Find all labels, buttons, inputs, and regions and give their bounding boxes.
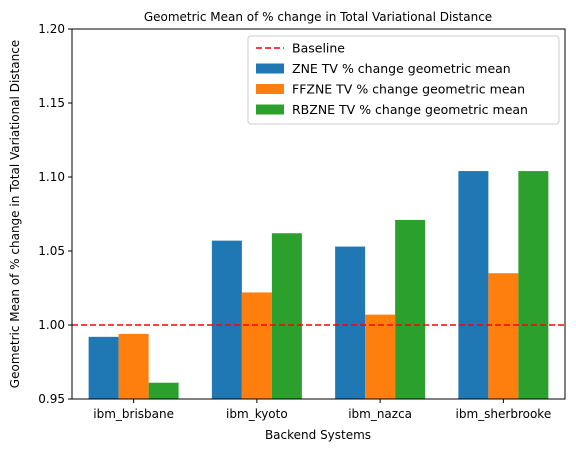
bars-group	[88, 171, 549, 399]
x-tick-label: ibm_brisbane	[93, 407, 174, 421]
legend: Baseline ZNE TV % change geometric mean FF…	[247, 35, 560, 125]
chart-title: Geometric Mean of % change in Total Vari…	[144, 10, 492, 24]
legend-swatch	[256, 104, 284, 115]
bar-ibm_brisbane-series-1	[88, 336, 119, 399]
bar-ibm_kyoto-series-2	[241, 292, 272, 399]
y-tick-label: 1.00	[38, 318, 65, 332]
y-axis-label: Geometric Mean of % change in Total Vari…	[8, 40, 22, 388]
y-tick-label: 1.05	[38, 244, 65, 258]
bar-ibm_sherbrooke-series-2	[488, 273, 519, 399]
legend-swatch	[256, 63, 284, 74]
legend-box	[247, 35, 560, 125]
y-tick-label: 1.15	[38, 96, 65, 110]
x-tick-label: ibm_sherbrooke	[456, 407, 552, 421]
x-tick-label: ibm_kyoto	[226, 407, 288, 421]
bar-ibm_kyoto-series-1	[211, 240, 242, 399]
bar-ibm_nazca-series-3	[395, 219, 426, 399]
bar-ibm_sherbrooke-series-3	[518, 171, 549, 399]
legend-label: Baseline	[292, 41, 345, 56]
y-tick-label: 1.10	[38, 170, 65, 184]
y-tick-label: 1.20	[38, 22, 65, 36]
bar-ibm_sherbrooke-series-1	[458, 171, 489, 399]
x-tick-label: ibm_nazca	[348, 407, 412, 421]
plot-area-frame	[71, 28, 566, 400]
legend-swatch	[256, 84, 284, 94]
x-axis: ibm_brisbane ibm_kyoto ibm_nazca ibm_sherbr…	[93, 399, 551, 421]
y-tick-label: 0.95	[38, 392, 65, 406]
y-axis: 0.95 1.00 1.05 1.10 1.15 1.20	[38, 22, 72, 406]
bar-ibm_kyoto-series-3	[271, 233, 302, 399]
x-axis-label: Backend Systems	[265, 428, 371, 442]
bar-ibm_nazca-series-1	[335, 246, 366, 399]
legend-label: ZNE TV % change geometric mean	[292, 61, 511, 76]
legend-label: FFZNE TV % change geometric mean	[292, 82, 525, 97]
legend-label: RBZNE TV % change geometric mean	[292, 102, 528, 117]
bar-ibm_brisbane-series-3	[148, 382, 179, 399]
bar-ibm_nazca-series-2	[365, 314, 396, 399]
bar-ibm_brisbane-series-2	[118, 333, 149, 399]
